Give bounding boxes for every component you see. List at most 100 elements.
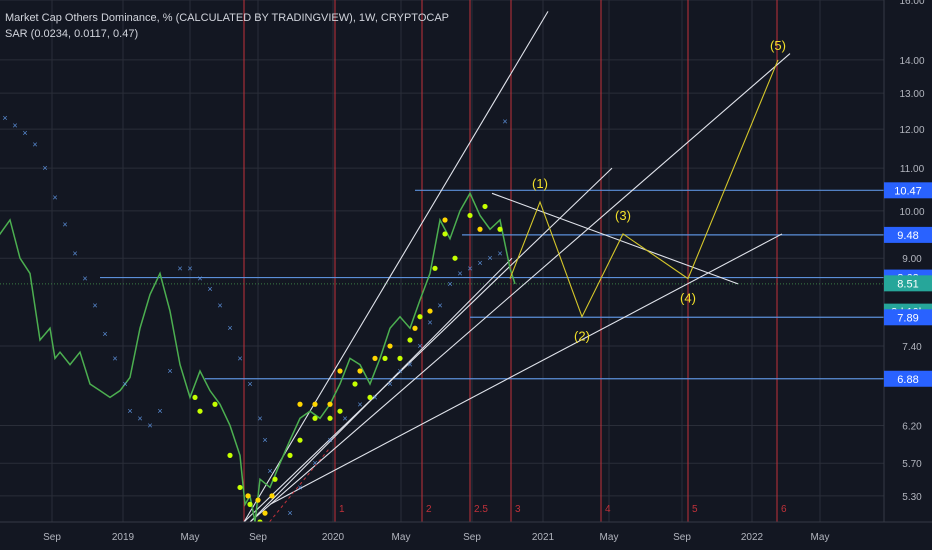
horizontal-levels bbox=[0, 189, 884, 380]
sar-cross: × bbox=[457, 268, 462, 278]
sar-dot-green bbox=[337, 408, 343, 414]
vertical-marker-label: 4 bbox=[605, 504, 611, 515]
sar-cross: × bbox=[42, 163, 47, 173]
trendline bbox=[491, 192, 739, 285]
vertical-markers: 1 2 2.5 3 4 5 6 bbox=[243, 0, 787, 522]
sar-cross: × bbox=[397, 366, 402, 376]
y-tick-label: 16.00 bbox=[899, 0, 924, 7]
price-badge-label: 10.47 bbox=[894, 185, 922, 197]
sar-cross: × bbox=[257, 413, 262, 423]
y-tick-label: 14.00 bbox=[899, 56, 924, 67]
y-tick-label: 5.70 bbox=[902, 459, 922, 470]
sar-dot-green bbox=[192, 394, 198, 401]
sar-dot-green bbox=[497, 226, 503, 232]
wave-label: (5) bbox=[770, 38, 786, 53]
sar-cross: × bbox=[217, 300, 222, 310]
x-tick-label: 2019 bbox=[112, 532, 135, 543]
sar-dot-yellow bbox=[262, 510, 268, 516]
sar-cross: × bbox=[387, 379, 392, 389]
sar-cross: × bbox=[72, 248, 77, 258]
sar-dots: × × × × × × × × × × × × × × × × × × × × × × × × × × × × × × × × × × × × × × × ×… bbox=[2, 113, 508, 525]
sar-dot-yellow bbox=[477, 226, 483, 232]
wave-label: (3) bbox=[615, 208, 631, 223]
sar-cross: × bbox=[487, 253, 492, 263]
price-badge-label: 9.48 bbox=[897, 230, 918, 242]
sar-cross: × bbox=[502, 117, 507, 127]
sar-cross: × bbox=[2, 113, 7, 123]
sar-dot-green bbox=[237, 484, 243, 491]
sar-cross: × bbox=[417, 341, 422, 351]
sar-cross: × bbox=[447, 279, 452, 289]
y-tick-label: 12.00 bbox=[899, 125, 924, 136]
x-tick-label: 2022 bbox=[741, 532, 764, 543]
sar-cross: × bbox=[437, 300, 442, 310]
wave-label: (2) bbox=[574, 329, 590, 344]
sar-dot-yellow bbox=[269, 493, 275, 499]
y-tick-label: 11.00 bbox=[900, 164, 925, 175]
sar-cross: × bbox=[262, 435, 267, 445]
sar-cross: × bbox=[467, 263, 472, 273]
price-badge-label: 7.89 bbox=[897, 312, 918, 324]
sar-dot-green bbox=[467, 212, 473, 219]
sar-cross: × bbox=[312, 458, 317, 468]
sar-cross: × bbox=[32, 139, 37, 149]
vertical-marker-label: 2.5 bbox=[474, 504, 488, 515]
sar-dot-green bbox=[397, 355, 403, 361]
sar-dot-yellow bbox=[387, 343, 393, 349]
price-badge bbox=[884, 226, 932, 243]
sar-cross: × bbox=[112, 353, 117, 363]
sar-cross: × bbox=[22, 128, 27, 138]
trendline bbox=[249, 257, 513, 523]
sar-dot-green bbox=[327, 415, 333, 421]
sar-cross: × bbox=[342, 413, 347, 423]
sar-cross: × bbox=[327, 435, 332, 445]
sar-dot-yellow bbox=[427, 308, 433, 314]
sar-cross: × bbox=[207, 284, 212, 294]
sar-cross: × bbox=[372, 392, 377, 402]
y-tick-label: 10.00 bbox=[899, 207, 924, 218]
price-badge bbox=[884, 182, 932, 199]
sar-cross: × bbox=[167, 366, 172, 376]
vertical-marker-label: 2 bbox=[426, 504, 432, 515]
sar-cross: × bbox=[297, 482, 302, 492]
sar-cross: × bbox=[102, 329, 107, 339]
sar-dot-yellow bbox=[412, 325, 418, 331]
y-tick-label: 6.20 bbox=[902, 421, 922, 432]
sar-cross: × bbox=[357, 399, 362, 409]
sar-cross: × bbox=[62, 220, 67, 230]
grid-lines bbox=[0, 0, 884, 522]
sar-cross: × bbox=[92, 300, 97, 310]
trendline bbox=[269, 233, 783, 505]
sar-dot-green bbox=[382, 355, 388, 361]
price-badge-label: 8.51 bbox=[897, 278, 918, 290]
sar-dot-green bbox=[197, 408, 203, 414]
sar-cross: × bbox=[12, 120, 17, 130]
sar-dot-green bbox=[312, 415, 318, 421]
vertical-marker-label: 3 bbox=[515, 504, 521, 515]
x-tick-label: Sep bbox=[463, 532, 481, 543]
indicator-label: SAR (0.0234, 0.0117, 0.47) bbox=[5, 28, 139, 40]
x-tick-label: Sep bbox=[249, 532, 267, 543]
sar-dot-green bbox=[287, 452, 293, 458]
chart-title: Market Cap Others Dominance, % (CALCULAT… bbox=[5, 12, 449, 24]
sar-dot-green bbox=[297, 437, 303, 443]
x-tick-label: May bbox=[392, 532, 411, 543]
trendline bbox=[249, 53, 791, 523]
x-tick-label: May bbox=[181, 532, 200, 543]
y-tick-label: 5.30 bbox=[902, 492, 922, 503]
trendline bbox=[243, 11, 549, 523]
sar-dot-green bbox=[482, 203, 488, 210]
sar-cross: × bbox=[127, 406, 132, 416]
price-badges: 10.479.488.628.513d 10h7.896.88 bbox=[884, 182, 932, 387]
sar-cross: × bbox=[137, 413, 142, 423]
sar-cross: × bbox=[177, 263, 182, 273]
wave-label: (4) bbox=[680, 291, 696, 306]
sar-dot-green bbox=[407, 337, 413, 343]
vertical-marker-label: 6 bbox=[781, 504, 787, 515]
sar-cross: × bbox=[82, 274, 87, 284]
vertical-marker-label: 1 bbox=[339, 504, 345, 515]
sar-dot-green bbox=[417, 314, 423, 320]
sar-dot-yellow bbox=[442, 217, 448, 223]
